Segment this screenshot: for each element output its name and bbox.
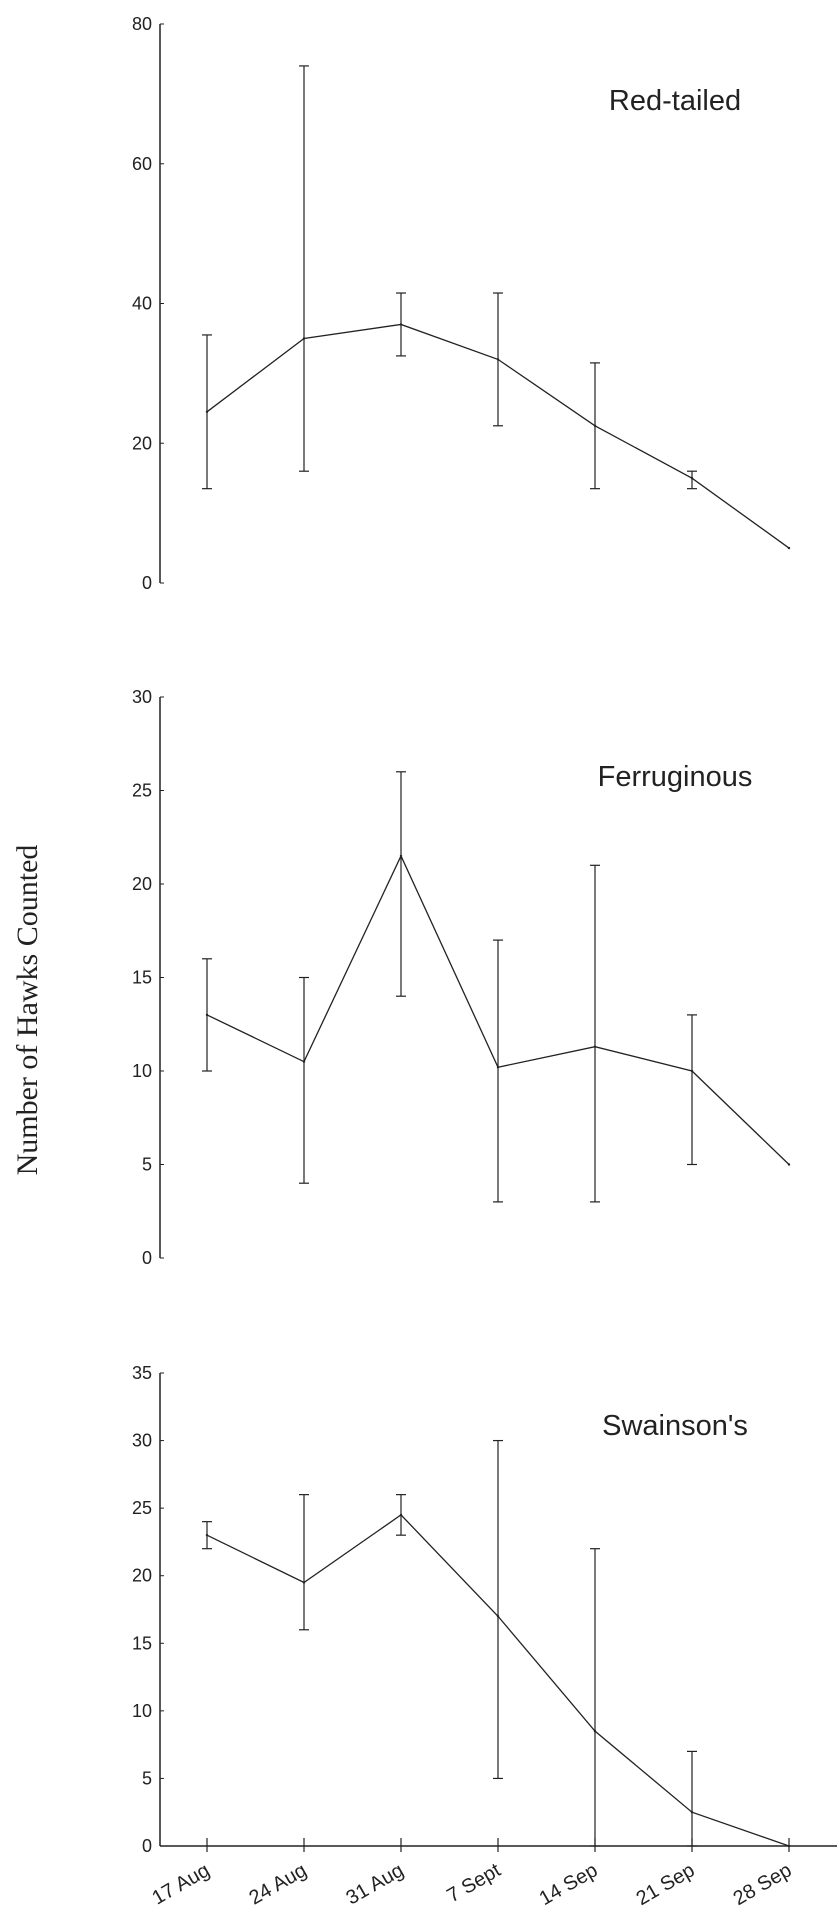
data-point (399, 854, 403, 858)
y-tick-label: 25 (132, 1498, 152, 1518)
data-point (205, 1533, 209, 1537)
data-point (593, 1729, 597, 1733)
y-tick-label: 10 (132, 1701, 152, 1721)
y-tick-label: 15 (132, 1633, 152, 1653)
y-tick-label: 25 (132, 781, 152, 801)
data-point (690, 1069, 694, 1073)
x-tick-label: 7 Sept (443, 1859, 504, 1907)
y-tick-label: 0 (142, 1248, 152, 1268)
data-point (496, 1615, 500, 1618)
x-tick-label: 17 Aug (149, 1859, 214, 1909)
y-tick-label: 35 (132, 1363, 152, 1383)
y-tick-label: 20 (132, 433, 152, 453)
data-point (496, 1066, 500, 1069)
y-tick-label: 80 (132, 14, 152, 34)
x-tick-label: 28 Sep (730, 1859, 796, 1910)
y-tick-label: 20 (132, 1566, 152, 1586)
y-tick-label: 5 (142, 1155, 152, 1175)
y-tick-label: 30 (132, 687, 152, 707)
y-tick-label: 0 (142, 573, 152, 593)
y-tick-label: 40 (132, 294, 152, 314)
data-point (690, 476, 694, 480)
y-tick-label: 30 (132, 1431, 152, 1451)
data-point (593, 424, 597, 427)
panel-title: Red-tailed (609, 85, 741, 117)
y-tick-label: 20 (132, 874, 152, 894)
data-point (593, 1045, 597, 1048)
y-tick-label: 15 (132, 968, 152, 988)
x-tick-label: 14 Sep (536, 1859, 602, 1910)
data-point (690, 1811, 694, 1814)
data-point (399, 323, 403, 326)
data-point (302, 1581, 306, 1584)
data-point (205, 1013, 209, 1017)
x-tick-label: 24 Aug (246, 1859, 311, 1909)
y-tick-label: 5 (142, 1768, 152, 1788)
panel-title: Swainson's (602, 1410, 748, 1442)
data-point (302, 337, 306, 340)
data-point (205, 410, 209, 414)
data-point (787, 546, 791, 550)
data-point (302, 1060, 306, 1063)
x-tick-label: 31 Aug (343, 1859, 408, 1909)
y-axis-label: Number of Hawks Counted (11, 844, 44, 1176)
x-tick-label: 21 Sep (633, 1859, 699, 1910)
y-tick-label: 0 (142, 1836, 152, 1856)
panel-title: Ferruginous (598, 761, 753, 793)
data-point (399, 1513, 403, 1517)
y-tick-label: 10 (132, 1061, 152, 1081)
y-tick-label: 60 (132, 154, 152, 174)
data-point (496, 358, 500, 361)
data-point (787, 1163, 791, 1166)
